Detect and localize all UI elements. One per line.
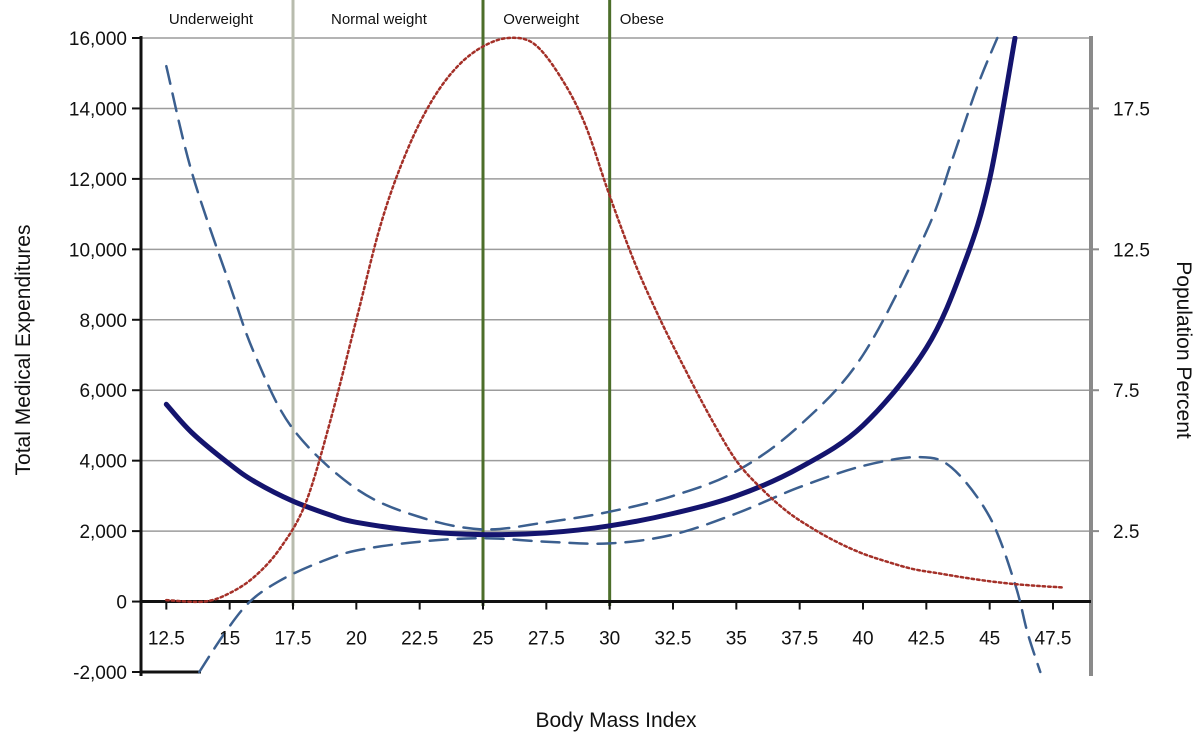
category-boundaries	[291, 0, 612, 606]
series-line-solid-0	[163, 36, 1018, 538]
y-axis-title: Total Medical Expenditures	[12, 225, 35, 476]
y2-axis-title: Population Percent	[1172, 261, 1195, 439]
x-tick-label: 40	[852, 629, 873, 650]
y-tick-label: 2,000	[79, 522, 127, 543]
category-band-label: Underweight	[169, 11, 254, 28]
series-line-dotted-3	[165, 36, 1065, 604]
x-tick-label: 20	[346, 629, 367, 650]
y-tick-label: 0	[116, 593, 127, 614]
x-tick-label: 25	[472, 629, 493, 650]
x-tick-label: 42.5	[908, 629, 945, 650]
gridlines	[141, 37, 1091, 532]
category-band-label: Obese	[620, 11, 664, 28]
x-tick-label: 17.5	[275, 629, 312, 650]
x-tick-label: 30	[599, 629, 620, 650]
x-tick-label: 47.5	[1035, 629, 1072, 650]
x-tick-label: 12.5	[148, 629, 185, 650]
tick-labels: 16,000 14,000 12,000 10,000 8,000 6,000 4,000 2…	[69, 11, 1150, 684]
x-tick-label: 22.5	[401, 629, 438, 650]
y-tick-label: -2,000	[73, 663, 127, 684]
y-tick-label: 14,000	[69, 99, 127, 120]
y2-tick-label: 2.5	[1113, 522, 1139, 543]
y-tick-label: 16,000	[69, 29, 127, 50]
x-tick-label: 45	[979, 629, 1000, 650]
y2-tick-label: 7.5	[1113, 381, 1139, 402]
y2-tick-label: 17.5	[1113, 99, 1150, 120]
y-tick-label: 12,000	[69, 170, 127, 191]
y-tick-label: 6,000	[79, 381, 127, 402]
y-tick-label: 10,000	[69, 240, 127, 261]
y-tick-label: 4,000	[79, 452, 127, 473]
axes	[132, 36, 1099, 676]
x-tick-label: 32.5	[655, 629, 692, 650]
category-band-label: Normal weight	[331, 11, 428, 28]
x-axis-title: Body Mass Index	[535, 709, 697, 732]
x-tick-label: 27.5	[528, 629, 565, 650]
series-line-dashed-1	[165, 36, 999, 531]
y-tick-label: 8,000	[79, 311, 127, 332]
x-tick-label: 37.5	[781, 629, 818, 650]
x-tick-label: 35	[726, 629, 747, 650]
series-line-dashed-2	[198, 455, 1042, 674]
series-layer	[163, 36, 1065, 674]
category-band-label: Overweight	[503, 11, 580, 28]
x-tick-label: 15	[219, 629, 240, 650]
y2-tick-label: 12.5	[1113, 240, 1150, 261]
